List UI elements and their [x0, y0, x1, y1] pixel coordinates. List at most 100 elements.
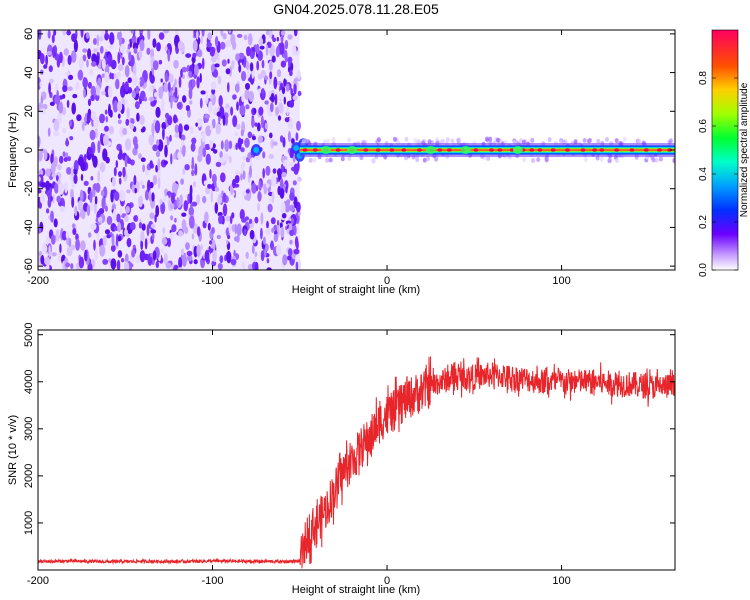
spectrogram-noise-cell	[197, 49, 203, 58]
spectrogram-noise-cell	[228, 140, 233, 150]
spectrogram-noise-cell	[279, 135, 284, 143]
spectrogram-noise-cell	[247, 131, 253, 139]
spectrogram-noise-cell	[150, 229, 157, 234]
spectrogram-noise-cell	[210, 190, 213, 203]
spectrogram-noise-cell	[117, 119, 122, 125]
signal-peak	[565, 148, 570, 152]
spectrogram-noise-cell	[205, 187, 211, 195]
spectrogram-halo-cell	[413, 138, 418, 144]
spectrogram-noise-cell	[245, 189, 250, 194]
spectrogram-noise-cell	[231, 59, 235, 70]
spectrogram-noise-cell	[83, 180, 89, 186]
spectrogram-noise-cell	[194, 64, 199, 76]
spectrogram-noise-cell	[185, 53, 192, 58]
spectrogram-noise-cell	[234, 174, 240, 184]
spectrogram-noise-cell	[65, 262, 71, 268]
spectrogram-noise-cell	[258, 106, 264, 116]
spectrogram-noise-cell	[97, 47, 101, 53]
spectrogram-noise-cell	[62, 127, 67, 134]
spectrogram-marks	[38, 30, 675, 270]
spectrogram-noise-cell	[39, 81, 43, 88]
spectrogram-noise-cell	[105, 156, 110, 164]
spectrogram-noise-cell	[240, 147, 245, 153]
spectrogram-noise-cell	[264, 76, 269, 81]
spectrogram-halo-cell	[622, 136, 627, 142]
spectrogram-noise-cell	[177, 267, 184, 270]
spectrogram-noise-cell	[94, 195, 98, 205]
spectrogram-noise-cell	[87, 81, 92, 89]
spectrogram-noise-cell	[124, 229, 128, 236]
spectrogram-xtick-label: -200	[27, 275, 49, 287]
spectrogram-noise-cell	[82, 48, 88, 53]
spectrogram-noise-cell	[241, 70, 247, 82]
spectrogram-noise-cell	[186, 250, 193, 257]
colorbar: 0.0 0.2 0.4 0.6 0.8 Normalized spectral ampl…	[698, 29, 750, 277]
colorbar-frame	[711, 29, 739, 271]
spectrogram-noise-cell	[102, 258, 109, 265]
spectrogram-ylabel: Frequency (Hz)	[7, 112, 19, 188]
spectrogram-noise-cell	[178, 76, 182, 88]
spectrogram-noise-cell	[58, 182, 65, 195]
spectrogram-noise-cell	[146, 224, 150, 237]
spectrogram-noise-cell	[118, 35, 122, 47]
spectrogram-noise-cell	[235, 142, 238, 151]
spectrogram-noise-cell	[280, 201, 286, 215]
spectrogram-noise-cell	[266, 220, 269, 229]
spectrogram-noise-cell	[101, 197, 106, 210]
spectrogram-noise-cell	[44, 256, 51, 266]
spectrogram-noise-cell	[288, 248, 293, 257]
spectrogram-noise-cell	[122, 166, 126, 178]
spectrogram-noise-cell	[164, 73, 168, 83]
spectrogram-noise-cell	[183, 200, 189, 212]
spectrogram-noise-cell	[166, 191, 172, 196]
spectrogram-noise-cell	[134, 143, 139, 150]
spectrogram-noise-cell	[40, 193, 45, 205]
spectrogram-noise-cell	[121, 56, 125, 66]
spectrogram-noise-cell	[215, 123, 221, 135]
spectrogram-noise-cell	[100, 189, 105, 197]
spectrogram-halo-cell	[347, 155, 352, 161]
spectrogram-noise-cell	[54, 183, 59, 194]
spectrogram-noise-cell	[139, 30, 144, 34]
spectrogram-noise-cell	[107, 53, 111, 67]
spectrogram-halo-cell	[371, 158, 376, 163]
spectrogram-noise-cell	[251, 244, 255, 254]
spectrogram-noise-cell	[177, 151, 182, 160]
spectrogram-halo-cell	[485, 136, 489, 142]
spectrogram-noise-cell	[202, 147, 207, 158]
spectrogram-noise-cell	[218, 214, 223, 225]
spectrogram-noise-cell	[209, 169, 212, 179]
spectrogram-noise-cell	[248, 77, 253, 82]
spectrogram-noise-cell	[270, 217, 276, 225]
spectrogram-halo-cell	[308, 157, 313, 163]
spectrogram-noise-cell	[248, 218, 253, 224]
spectrogram-noise-cell	[228, 155, 232, 164]
spectrogram-noise-cell	[148, 96, 155, 102]
spectrogram-noise-cell	[187, 193, 190, 205]
spectrogram-noise-cell	[258, 37, 264, 46]
spectrogram-noise-cell	[164, 144, 168, 158]
spectrogram-noise-cell	[43, 149, 48, 161]
spectrogram-noise-cell	[287, 34, 293, 40]
spectrogram-halo-cell	[573, 139, 578, 145]
spectrogram-noise-cell	[99, 244, 106, 257]
spectrogram-noise-cell	[194, 163, 198, 176]
spectrogram-noise-cell	[178, 123, 183, 136]
spectrogram-noise-cell	[108, 126, 114, 135]
spectrogram-noise-cell	[123, 261, 130, 270]
spectrogram-ytick-label: 20	[23, 105, 35, 117]
spectrogram-noise-cell	[125, 206, 130, 214]
spectrogram-noise-cell	[222, 192, 227, 203]
spectrogram-noise-cell	[217, 195, 223, 204]
spectrogram-noise-cell	[46, 51, 52, 56]
spectrogram-noise-cell	[90, 176, 94, 181]
spectrogram-noise-cell	[211, 173, 217, 184]
spectrogram-noise-cell	[48, 245, 51, 258]
spectrogram-noise-cell	[213, 181, 217, 188]
spectrogram-noise-cell	[45, 54, 48, 66]
spectrogram-noise-cell	[50, 210, 54, 223]
spectrogram-ytick-label: -60	[23, 258, 35, 274]
spectrogram-noise-cell	[293, 30, 298, 37]
spectrogram-noise-cell	[181, 66, 187, 73]
spectrogram-noise-cell	[79, 209, 84, 218]
